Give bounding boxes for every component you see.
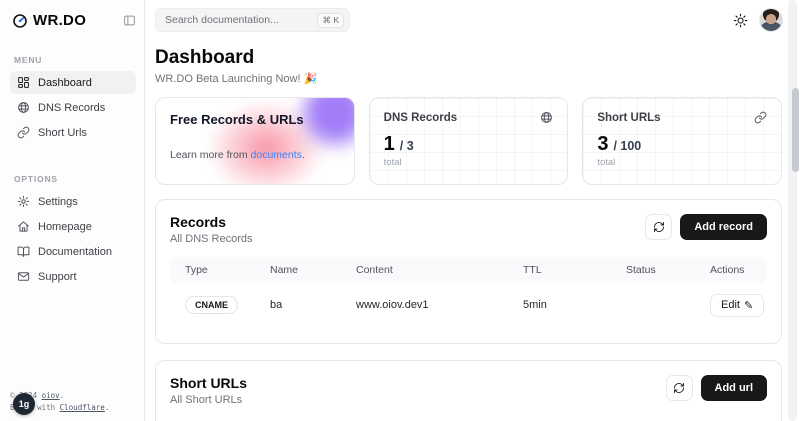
stat-value: 1 (383, 133, 395, 155)
globe-icon (541, 112, 553, 123)
col-status: Status (626, 264, 656, 276)
sidebar-item-dns-records[interactable]: DNS Records (10, 96, 136, 119)
refresh-icon (674, 383, 684, 393)
sidebar-collapse-icon[interactable] (123, 14, 136, 27)
sidebar-item-dashboard[interactable]: Dashboard (10, 71, 136, 94)
stat-limit: / 3 (399, 139, 414, 153)
page-title: Dashboard (155, 47, 255, 68)
sidebar-item-support[interactable]: Support (10, 265, 136, 288)
dashboard-icon (18, 77, 29, 88)
sidebar-item-documentation[interactable]: Documentation (10, 240, 136, 263)
options-section-label: OPTIONS (14, 174, 58, 184)
sidebar-item-settings[interactable]: Settings (10, 190, 136, 213)
search-input[interactable] (165, 14, 318, 26)
user-avatar[interactable] (760, 9, 782, 31)
sidebar-item-label: Homepage (38, 220, 92, 233)
refresh-icon (653, 222, 664, 232)
col-ttl: TTL (523, 264, 542, 276)
gauge-logo-icon (12, 13, 28, 29)
record-ttl: 5min (523, 299, 547, 311)
records-table: Type Name Content TTL Status Actions CNA… (170, 257, 767, 327)
book-icon (17, 246, 30, 257)
sidebar-item-label: Support (38, 270, 77, 283)
link-icon (754, 111, 767, 124)
sidebar-item-short-urls[interactable]: Short Urls (10, 121, 136, 144)
col-type: Type (185, 264, 208, 276)
short-urls-title: Short URLs (170, 375, 247, 391)
col-content: Content (356, 264, 393, 276)
pencil-icon: ✎ (743, 299, 754, 312)
topbar-actions (733, 9, 782, 31)
status-cell (626, 299, 710, 311)
scrollbar-track[interactable] (788, 0, 797, 421)
promo-title: Free Records & URLs (170, 112, 304, 127)
stat-title: Short URLs (597, 111, 661, 124)
menu-section-label: MENU (14, 55, 43, 65)
cloudflare-link[interactable]: Cloudflare (59, 403, 105, 413)
records-section-card: Records All DNS Records Add record Type (155, 199, 782, 344)
oiov-link[interactable]: oiov (41, 390, 60, 400)
add-record-button[interactable]: Add record (680, 214, 767, 240)
overlay-step-badge: 1g (13, 393, 35, 415)
sidebar-item-label: Documentation (38, 245, 112, 258)
home-icon (18, 221, 29, 232)
search-shortcut-kbd: ⌘ K (317, 12, 344, 28)
theme-toggle-sun-icon[interactable] (733, 13, 748, 28)
globe-icon (18, 102, 29, 113)
short-urls-stat-card: Short URLs 3 / 100 total (582, 97, 782, 185)
sidebar-item-label: DNS Records (38, 101, 106, 114)
records-title: Records (170, 214, 227, 230)
dns-records-stat-card: DNS Records 1 / 3 total (368, 97, 569, 185)
records-subtitle: All DNS Records (170, 233, 253, 245)
record-name: ba (270, 299, 283, 311)
sidebar-item-label: Settings (38, 195, 78, 208)
short-urls-subtitle: All Short URLs (170, 394, 243, 406)
topbar: ⌘ K (155, 8, 782, 32)
table-header-row: Type Name Content TTL Status Actions (170, 257, 767, 283)
col-name: Name (270, 264, 299, 276)
stat-value: 3 (597, 133, 609, 155)
sidebar-item-label: Short Urls (38, 126, 87, 139)
col-actions: Actions (710, 264, 745, 276)
mail-icon (17, 272, 30, 281)
search-box[interactable]: ⌘ K (155, 8, 350, 32)
promo-learn-text: Learn more from documents. (170, 149, 305, 161)
record-content: www.oiov.dev1 (356, 299, 429, 311)
stat-limit: / 100 (613, 139, 642, 153)
stat-title: DNS Records (383, 111, 458, 124)
free-records-promo-card: Free Records & URLs Learn more from docu… (155, 97, 355, 185)
scrollbar-thumb[interactable] (792, 88, 799, 172)
link-icon (17, 126, 30, 139)
add-url-button[interactable]: Add url (700, 375, 767, 401)
documents-link[interactable]: documents (250, 149, 302, 161)
sidebar-item-homepage[interactable]: Homepage (10, 215, 136, 238)
brand-name: WR.DO (33, 12, 87, 29)
stat-caption: total (383, 157, 402, 168)
page-subtitle: WR.DO Beta Launching Now! 🎉 (155, 73, 318, 85)
refresh-urls-button[interactable] (665, 375, 693, 401)
refresh-records-button[interactable] (645, 214, 673, 240)
short-urls-section-card: Short URLs All Short URLs Add url (155, 360, 782, 421)
table-row: CNAME ba www.oiov.dev1 5min Edit ✎ (170, 283, 767, 327)
sidebar: WR.DO MENU Dashboard DNS Records (0, 0, 145, 421)
logo-row: WR.DO (10, 12, 136, 29)
record-type-badge: CNAME (185, 296, 238, 314)
gear-icon (17, 195, 30, 208)
stats-row: Free Records & URLs Learn more from docu… (155, 97, 782, 185)
edit-label: Edit (721, 299, 740, 311)
stat-caption: total (597, 157, 616, 168)
sidebar-item-label: Dashboard (38, 76, 92, 89)
edit-record-button[interactable]: Edit ✎ (710, 293, 765, 317)
main-content: ⌘ K Dashboard WR.DO Beta Launching Now! … (145, 0, 800, 421)
